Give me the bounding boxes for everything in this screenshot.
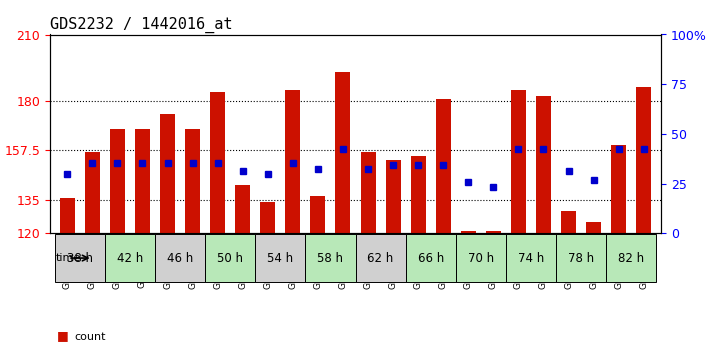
- Text: 58 h: 58 h: [317, 252, 343, 265]
- Text: 82 h: 82 h: [618, 252, 644, 265]
- FancyBboxPatch shape: [556, 234, 606, 282]
- FancyBboxPatch shape: [205, 234, 255, 282]
- Bar: [85, 151, 100, 233]
- Bar: [210, 92, 225, 233]
- Text: 74 h: 74 h: [518, 252, 544, 265]
- Bar: [436, 99, 451, 233]
- Text: 38 h: 38 h: [67, 252, 93, 265]
- Bar: [411, 156, 426, 233]
- Text: 46 h: 46 h: [167, 252, 193, 265]
- Text: 62 h: 62 h: [368, 252, 394, 265]
- FancyBboxPatch shape: [105, 234, 155, 282]
- Bar: [385, 160, 400, 233]
- Bar: [110, 129, 125, 233]
- Bar: [260, 202, 275, 233]
- Bar: [285, 90, 300, 233]
- FancyBboxPatch shape: [55, 234, 105, 282]
- Text: GDS2232 / 1442016_at: GDS2232 / 1442016_at: [50, 17, 232, 33]
- Bar: [185, 129, 200, 233]
- Bar: [461, 231, 476, 233]
- Bar: [611, 145, 626, 233]
- Bar: [586, 222, 601, 233]
- FancyBboxPatch shape: [306, 234, 356, 282]
- Bar: [511, 90, 526, 233]
- Text: time: time: [56, 253, 81, 263]
- Bar: [486, 231, 501, 233]
- FancyBboxPatch shape: [405, 234, 456, 282]
- Bar: [360, 151, 375, 233]
- Bar: [160, 114, 175, 233]
- Text: 54 h: 54 h: [267, 252, 294, 265]
- Bar: [336, 72, 351, 233]
- Text: count: count: [75, 332, 106, 342]
- Text: 78 h: 78 h: [568, 252, 594, 265]
- Text: 70 h: 70 h: [468, 252, 494, 265]
- FancyBboxPatch shape: [606, 234, 656, 282]
- Bar: [135, 129, 150, 233]
- FancyBboxPatch shape: [356, 234, 405, 282]
- FancyBboxPatch shape: [456, 234, 506, 282]
- Bar: [636, 88, 651, 233]
- FancyBboxPatch shape: [506, 234, 556, 282]
- FancyBboxPatch shape: [255, 234, 306, 282]
- FancyBboxPatch shape: [155, 234, 205, 282]
- Bar: [536, 96, 551, 233]
- Text: 66 h: 66 h: [417, 252, 444, 265]
- Bar: [561, 211, 576, 233]
- Bar: [60, 198, 75, 233]
- Bar: [311, 196, 326, 233]
- Bar: [235, 185, 250, 233]
- Text: ■: ■: [57, 328, 69, 342]
- Text: 42 h: 42 h: [117, 252, 143, 265]
- Text: 50 h: 50 h: [217, 252, 243, 265]
